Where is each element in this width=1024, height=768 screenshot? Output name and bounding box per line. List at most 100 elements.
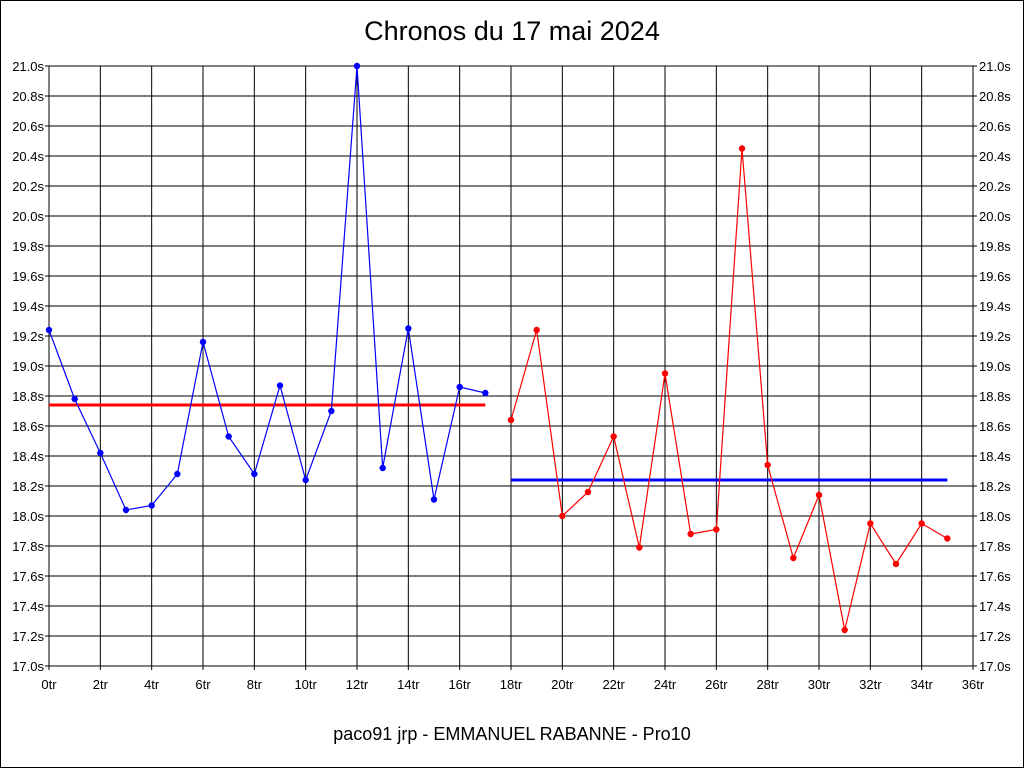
data-point [507, 416, 515, 424]
y-tick-label-right: 20.0s [979, 209, 1011, 224]
x-tick-label: 22tr [602, 677, 625, 692]
data-point [174, 470, 181, 478]
y-tick-label-right: 18.6s [979, 419, 1011, 434]
plot-area-border [48, 65, 974, 667]
data-point [559, 512, 566, 520]
y-tick-label-left: 20.8s [12, 89, 44, 104]
y-tick-label-left: 19.4s [12, 299, 44, 314]
y-tick-label-left: 18.6s [12, 419, 44, 434]
y-tick-label-left: 18.8s [12, 389, 44, 404]
data-point [353, 62, 361, 70]
series-lines [45, 62, 951, 634]
data-point [251, 470, 258, 478]
y-tick-label-left: 17.8s [12, 539, 44, 554]
y-tick-label-left: 20.0s [12, 209, 44, 224]
data-point [122, 506, 130, 514]
x-tick-label: 2tr [93, 677, 109, 692]
data-point [841, 626, 848, 634]
data-point [610, 433, 617, 440]
data-point [276, 382, 284, 389]
x-tick-label: 4tr [144, 677, 160, 692]
x-tick-label: 32tr [859, 677, 882, 692]
data-point [302, 476, 309, 484]
chart-caption: paco91 jrp - EMMANUEL RABANNE - Pro10 [333, 724, 691, 744]
x-tick-label: 28tr [756, 677, 779, 692]
y-tick-label-right: 20.8s [979, 89, 1011, 104]
y-tick-label-right: 21.0s [979, 59, 1011, 74]
data-point [225, 433, 232, 440]
data-point [661, 370, 669, 377]
x-tick-label: 0tr [41, 677, 57, 692]
y-tick-label-left: 20.2s [12, 179, 44, 194]
data-point [738, 145, 746, 152]
data-point [533, 326, 540, 334]
y-tick-label-right: 20.6s [979, 119, 1011, 134]
y-tick-label-left: 19.6s [12, 269, 44, 284]
data-point [790, 554, 797, 562]
data-point [892, 560, 900, 568]
data-point [97, 449, 104, 457]
y-tick-label-right: 17.4s [979, 599, 1011, 614]
tick-labels: 0tr 2tr 4tr 6tr 8tr 10tr 12tr 14tr 16tr 18tr 20tr 2… [12, 59, 1011, 692]
y-tick-label-right: 19.8s [979, 239, 1011, 254]
x-tick-label: 18tr [500, 677, 523, 692]
x-tick-label: 30tr [808, 677, 831, 692]
y-tick-label-right: 18.4s [979, 449, 1011, 464]
data-point [636, 544, 643, 551]
data-point [713, 526, 720, 533]
data-point [456, 383, 463, 391]
x-tick-label: 34tr [910, 677, 933, 692]
chart-title: Chronos du 17 mai 2024 [364, 16, 660, 46]
y-tick-label-left: 19.8s [12, 239, 44, 254]
data-point [199, 338, 207, 346]
y-tick-label-right: 20.2s [979, 179, 1011, 194]
y-tick-label-right: 18.8s [979, 389, 1011, 404]
data-point [430, 496, 438, 503]
y-tick-label-right: 19.6s [979, 269, 1011, 284]
y-tick-label-right: 18.2s [979, 479, 1011, 494]
axes [45, 65, 977, 670]
series-line [48, 65, 486, 511]
y-tick-label-left: 17.0s [12, 659, 44, 674]
data-point [687, 530, 694, 538]
series-line [510, 148, 948, 631]
y-tick-label-left: 21.0s [12, 59, 44, 74]
y-tick-label-left: 18.4s [12, 449, 44, 464]
x-tick-label: 12tr [346, 677, 369, 692]
y-tick-label-left: 20.6s [12, 119, 44, 134]
data-point [764, 461, 771, 469]
y-tick-label-left: 18.0s [12, 509, 44, 524]
y-tick-label-left: 17.2s [12, 629, 44, 644]
x-tick-label: 14tr [397, 677, 420, 692]
x-tick-label: 16tr [448, 677, 471, 692]
y-tick-label-right: 17.8s [979, 539, 1011, 554]
x-tick-label: 36tr [962, 677, 985, 692]
y-tick-label-right: 17.6s [979, 569, 1011, 584]
data-point [148, 502, 155, 509]
y-tick-label-left: 20.4s [12, 149, 44, 164]
x-tick-label: 24tr [654, 677, 677, 692]
x-tick-label: 20tr [551, 677, 574, 692]
y-tick-label-right: 17.0s [979, 659, 1011, 674]
y-tick-label-left: 18.2s [12, 479, 44, 494]
x-tick-label: 6tr [195, 677, 211, 692]
data-point [918, 520, 925, 527]
data-point [482, 389, 489, 397]
data-point [944, 535, 951, 542]
data-point [815, 491, 823, 499]
data-point [45, 326, 53, 334]
y-tick-label-left: 17.6s [12, 569, 44, 584]
data-point [867, 520, 874, 527]
y-tick-label-right: 17.2s [979, 629, 1011, 644]
y-tick-label-right: 19.0s [979, 359, 1011, 374]
data-point [405, 325, 412, 332]
y-tick-label-right: 19.2s [979, 329, 1011, 344]
data-point [328, 407, 335, 415]
x-tick-label: 26tr [705, 677, 728, 692]
y-tick-label-left: 17.4s [12, 599, 44, 614]
data-point [379, 464, 386, 472]
y-tick-label-right: 19.4s [979, 299, 1011, 314]
y-tick-label-left: 19.2s [12, 329, 44, 344]
x-tick-label: 8tr [247, 677, 263, 692]
